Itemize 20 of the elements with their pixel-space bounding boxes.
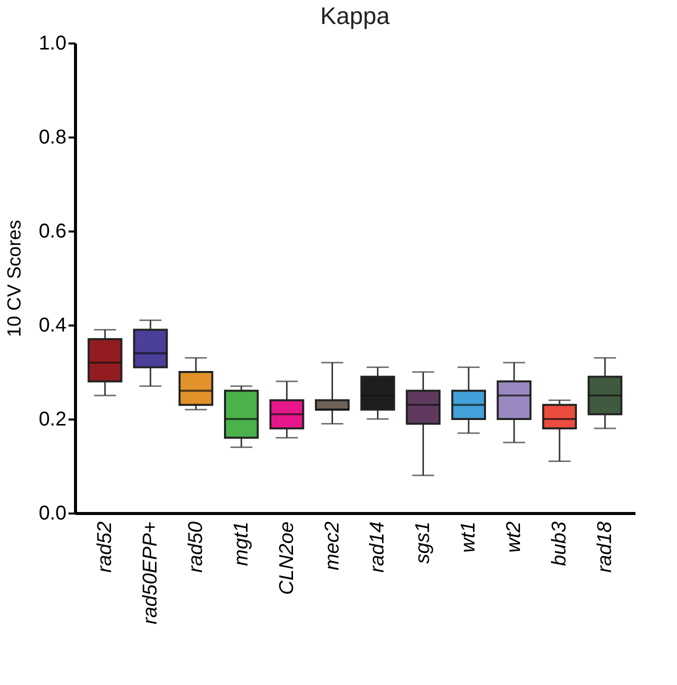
x-tick-label: bub3 — [548, 522, 571, 566]
x-tick-label: sgs1 — [412, 522, 434, 564]
y-axis-title: 10 CV Scores — [4, 220, 26, 338]
x-tick-label: rad50EPP+ — [139, 522, 162, 624]
y-tick-label: 0.6 — [38, 220, 66, 242]
y-tick-label: 0.8 — [38, 126, 66, 148]
x-tick-label: rad52 — [94, 522, 116, 573]
x-tick-label: wt1 — [458, 522, 480, 553]
chart-title: Kappa — [320, 3, 390, 30]
x-tick-label: CLN2oe — [276, 522, 298, 595]
x-tick-label: mec2 — [321, 522, 344, 570]
x-tick-label: rad50 — [184, 522, 207, 573]
y-tick-label: 0.4 — [38, 314, 66, 336]
y-tick-label: 0.0 — [38, 502, 66, 524]
y-tick-label: 1.0 — [38, 32, 66, 54]
y-tick-label: 0.2 — [38, 408, 66, 430]
x-tick-label: mgt1 — [230, 522, 252, 566]
x-tick-label: wt2 — [503, 522, 526, 553]
x-tick-label: rad18 — [594, 522, 616, 573]
x-tick-label: rad14 — [366, 522, 389, 573]
